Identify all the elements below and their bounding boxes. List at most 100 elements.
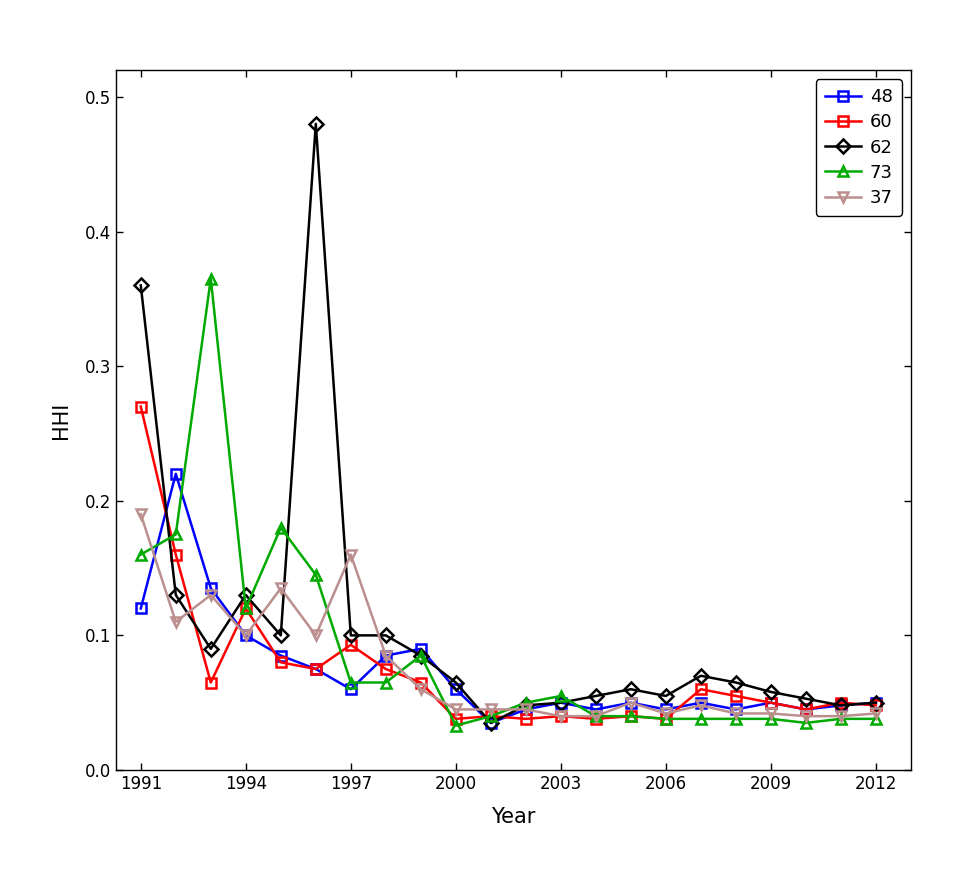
Line: 37: 37	[136, 509, 881, 721]
37	[415, 684, 426, 695]
62	[240, 590, 252, 600]
73	[625, 710, 637, 721]
48	[766, 697, 777, 708]
60	[835, 697, 847, 708]
48	[345, 684, 357, 695]
60	[730, 690, 741, 701]
73	[590, 710, 602, 721]
37	[835, 710, 847, 721]
37	[555, 710, 567, 721]
37	[345, 550, 357, 560]
62	[520, 700, 532, 710]
73	[205, 273, 217, 284]
60	[520, 714, 532, 724]
73	[520, 697, 532, 708]
48	[695, 697, 706, 708]
62	[766, 687, 777, 697]
73	[345, 677, 357, 688]
62	[660, 690, 672, 701]
73	[870, 714, 882, 724]
60	[450, 714, 461, 724]
60	[625, 710, 637, 721]
62	[625, 684, 637, 695]
62	[485, 718, 497, 728]
62	[170, 590, 181, 600]
62	[275, 630, 287, 640]
37	[170, 617, 181, 627]
60	[205, 677, 217, 688]
62	[730, 677, 741, 688]
62	[205, 644, 217, 654]
48	[485, 718, 497, 728]
73	[835, 714, 847, 724]
73	[766, 714, 777, 724]
37	[240, 630, 252, 640]
48	[590, 704, 602, 715]
60	[870, 700, 882, 710]
48	[555, 697, 567, 708]
48	[870, 697, 882, 708]
62	[555, 697, 567, 708]
73	[240, 603, 252, 613]
Line: 62: 62	[136, 119, 881, 728]
37	[730, 708, 741, 718]
48	[135, 603, 146, 613]
62	[310, 119, 322, 130]
73	[450, 720, 461, 731]
48	[415, 644, 426, 654]
48	[730, 704, 741, 715]
73	[695, 714, 706, 724]
60	[345, 640, 357, 650]
62	[345, 630, 357, 640]
Line: 60: 60	[136, 402, 881, 724]
62	[695, 670, 706, 681]
37	[205, 590, 217, 600]
48	[310, 664, 322, 675]
73	[660, 714, 672, 724]
73	[800, 718, 812, 728]
62	[590, 690, 602, 701]
37	[590, 710, 602, 721]
37	[310, 630, 322, 640]
37	[766, 708, 777, 718]
37	[275, 583, 287, 593]
60	[800, 704, 812, 715]
37	[870, 708, 882, 718]
73	[310, 570, 322, 580]
37	[625, 697, 637, 708]
60	[485, 710, 497, 721]
37	[800, 710, 812, 721]
X-axis label: Year: Year	[491, 807, 536, 827]
48	[800, 704, 812, 715]
73	[415, 650, 426, 661]
62	[380, 630, 391, 640]
48	[520, 704, 532, 715]
73	[555, 690, 567, 701]
73	[275, 522, 287, 533]
37	[520, 704, 532, 715]
37	[660, 708, 672, 718]
48	[205, 583, 217, 593]
60	[380, 664, 391, 675]
37	[450, 704, 461, 715]
73	[135, 550, 146, 560]
73	[170, 529, 181, 540]
62	[450, 677, 461, 688]
60	[135, 402, 146, 412]
48	[450, 684, 461, 695]
73	[380, 677, 391, 688]
62	[415, 650, 426, 661]
73	[485, 710, 497, 721]
73	[730, 714, 741, 724]
62	[835, 700, 847, 710]
60	[170, 550, 181, 560]
48	[835, 700, 847, 710]
60	[240, 603, 252, 613]
48	[380, 650, 391, 661]
Y-axis label: HHI: HHI	[51, 402, 71, 438]
48	[170, 469, 181, 480]
60	[310, 664, 322, 675]
62	[800, 693, 812, 704]
48	[625, 697, 637, 708]
37	[485, 704, 497, 715]
